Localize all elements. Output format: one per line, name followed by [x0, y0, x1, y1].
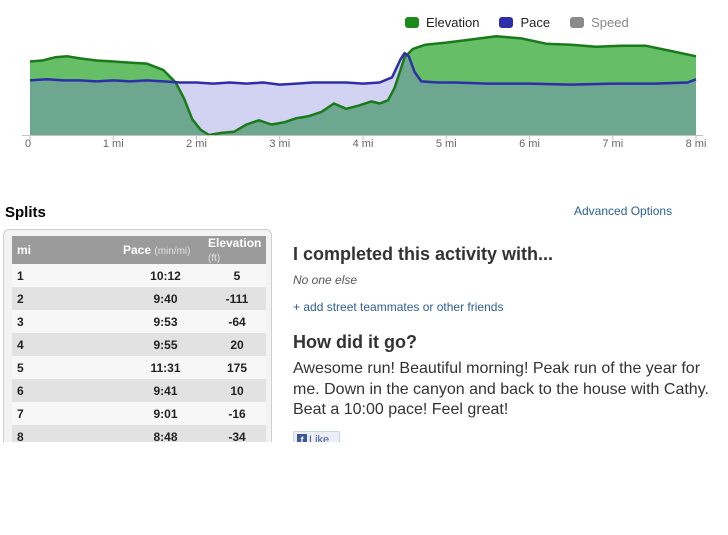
- companions-heading: I completed this activity with...: [293, 244, 554, 264]
- table-row: 8 8:48 -34: [12, 425, 266, 442]
- x-tick-label: 0: [25, 138, 31, 150]
- header-pace-label: Pace: [123, 243, 152, 257]
- x-tick-label: 2 mi: [186, 138, 207, 150]
- x-tick-label: 4 mi: [353, 138, 374, 150]
- table-row: 1 10:12 5: [12, 264, 266, 287]
- split-pace: 9:01: [123, 402, 208, 425]
- split-mile: 4: [12, 333, 123, 356]
- table-row: 7 9:01 -16: [12, 402, 266, 425]
- table-row: 4 9:55 20: [12, 333, 266, 356]
- splits-header-row: mi Pace (min/mi) Elevation (ft): [12, 236, 266, 264]
- activity-comment: Awesome run! Beautiful morning! Peak run…: [293, 360, 709, 418]
- legend-pace-label: Pace: [520, 14, 551, 30]
- activity-chart: 0 1 mi 2 mi 3 mi 4 mi 5 mi 6 mi 7 mi 8 mi Elevat…: [0, 0, 728, 160]
- split-elevation: 175: [208, 356, 266, 379]
- elevation-area: [30, 36, 696, 135]
- x-tick-label: 6 mi: [519, 138, 540, 150]
- legend-speed-label: Speed: [591, 14, 629, 30]
- legend-speed[interactable]: Speed: [570, 15, 629, 30]
- elevation-pace-chart: 0 1 mi 2 mi 3 mi 4 mi 5 mi 6 mi 7 mi 8 mi: [22, 35, 707, 150]
- header-elevation-unit: (ft): [208, 253, 221, 264]
- facebook-icon: f: [297, 434, 307, 442]
- table-row: 3 9:53 -64: [12, 310, 266, 333]
- speed-swatch-icon: [570, 16, 585, 28]
- split-pace: 9:55: [123, 333, 208, 356]
- chart-legend: Elevation Pace Speed: [405, 13, 649, 31]
- table-row: 6 9:41 10: [12, 379, 266, 402]
- header-pace-unit: (min/mi): [154, 246, 191, 257]
- like-label: Like: [309, 434, 330, 442]
- pace-line: [29, 51, 697, 86]
- split-mile: 7: [12, 402, 123, 425]
- split-pace: 8:48: [123, 425, 208, 442]
- elevation-line: [29, 35, 697, 137]
- x-tick-label: 3 mi: [269, 138, 290, 150]
- split-pace: 9:53: [123, 310, 208, 333]
- header-elevation: Elevation (ft): [208, 236, 266, 264]
- split-elevation: 5: [208, 264, 266, 287]
- x-tick-label: 8 mi: [686, 138, 707, 150]
- split-mile: 5: [12, 356, 123, 379]
- x-tick-label: 5 mi: [436, 138, 457, 150]
- table-row: 2 9:40 -111: [12, 287, 266, 310]
- companions-value: No one else: [293, 273, 358, 287]
- header-mi-label: mi: [17, 243, 32, 257]
- header-elevation-label: Elevation: [208, 236, 262, 250]
- split-elevation: -16: [208, 402, 266, 425]
- split-elevation: -64: [208, 310, 266, 333]
- split-mile: 8: [12, 425, 123, 442]
- legend-elevation[interactable]: Elevation: [405, 15, 479, 30]
- split-mile: 3: [12, 310, 123, 333]
- pace-area: [30, 53, 696, 135]
- split-elevation: -34: [208, 425, 266, 442]
- facebook-like-button[interactable]: f Like: [293, 431, 340, 442]
- how-did-it-go-heading: How did it go?: [293, 332, 417, 352]
- x-tick-label: 7 mi: [602, 138, 623, 150]
- split-elevation: 10: [208, 379, 266, 402]
- split-mile: 2: [12, 287, 123, 310]
- splits-table: mi Pace (min/mi) Elevation (ft) 1 10:12 …: [12, 236, 266, 442]
- x-tick-label: 1 mi: [103, 138, 124, 150]
- legend-elevation-label: Elevation: [426, 14, 480, 30]
- split-elevation: 20: [208, 333, 266, 356]
- split-pace: 9:40: [123, 287, 208, 310]
- split-pace: 10:12: [123, 264, 208, 287]
- header-mi: mi: [12, 236, 123, 264]
- splits-panel: mi Pace (min/mi) Elevation (ft) 1 10:12 …: [3, 229, 272, 442]
- split-elevation: -111: [208, 287, 266, 310]
- table-row: 5 11:31 175: [12, 356, 266, 379]
- add-friends-link[interactable]: + add street teammates or other friends: [293, 300, 504, 314]
- split-pace: 9:41: [123, 379, 208, 402]
- advanced-options-link[interactable]: Advanced Options: [574, 204, 673, 218]
- split-pace: 11:31: [123, 356, 208, 379]
- split-mile: 1: [12, 264, 123, 287]
- split-mile: 6: [12, 379, 123, 402]
- legend-pace[interactable]: Pace: [499, 15, 550, 30]
- splits-title: Splits: [5, 204, 46, 221]
- pace-swatch-icon: [499, 16, 514, 28]
- elevation-swatch-icon: [405, 16, 419, 28]
- header-pace: Pace (min/mi): [123, 236, 208, 264]
